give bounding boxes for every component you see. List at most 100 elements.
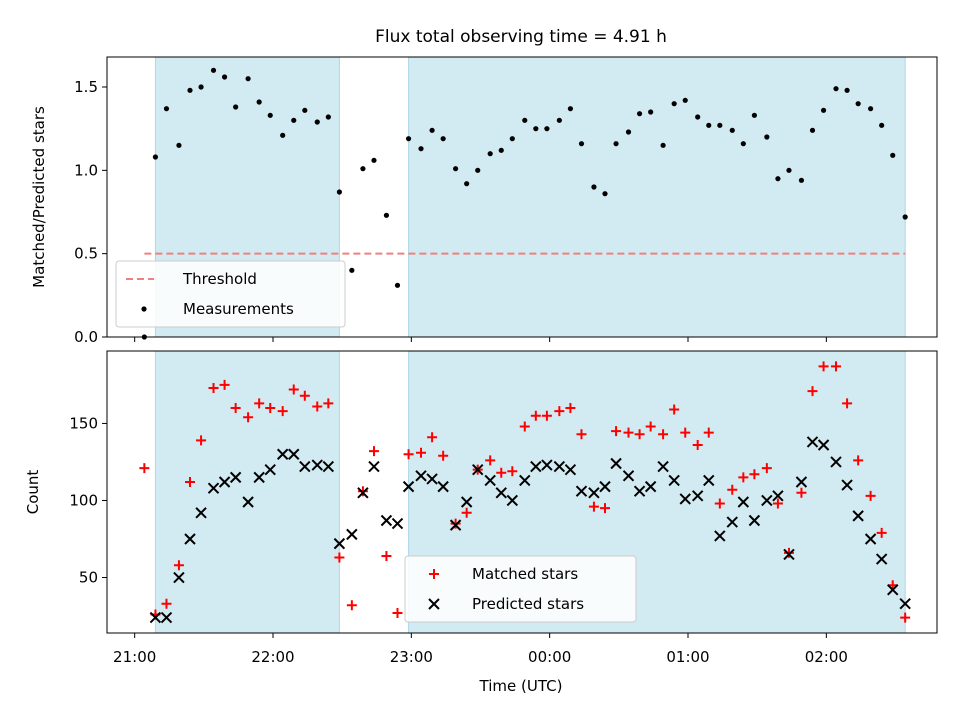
measurement-point [198, 84, 204, 90]
matched-star-point [161, 598, 172, 609]
matched-star-point [738, 472, 749, 483]
legend-frame [115, 260, 346, 328]
predicted-star-point [380, 514, 393, 527]
legend-measurement-swatch [141, 306, 147, 312]
measurement-point [786, 167, 792, 173]
matched-star-point [185, 476, 195, 487]
y-tick-label: 1.0 [74, 161, 98, 179]
predicted-star-point [599, 480, 611, 493]
matched-star-point [772, 498, 783, 509]
predicted-star-point [357, 487, 369, 499]
matched-star-point [853, 455, 864, 466]
count-y-axis-label: Count [24, 470, 42, 515]
predicted-star-point [679, 493, 691, 505]
matched-star-point [299, 390, 310, 401]
matched-star-point [842, 398, 853, 409]
matched-star-point [611, 426, 622, 437]
measurement-point [868, 106, 874, 112]
matched-star-point [761, 463, 772, 474]
matched-star-point [783, 547, 794, 558]
predicted-star-point [184, 533, 196, 545]
measurement-point [291, 117, 297, 123]
predicted-star-point [852, 510, 864, 522]
predicted-star-point [149, 611, 162, 624]
measurement-point [394, 282, 401, 288]
predicted-star-point [519, 474, 531, 487]
y-tick-label: 150 [69, 414, 98, 432]
matched-star-point [438, 450, 449, 461]
matched-star-point [461, 507, 472, 518]
matched-star-point [334, 552, 345, 563]
measurement-point [902, 214, 908, 220]
x-tick-label: 02:00 [805, 648, 848, 666]
measurement-point [405, 136, 412, 142]
x-tick-label: 00:00 [528, 648, 571, 666]
predicted-star-point [633, 485, 646, 497]
measurement-point [567, 106, 574, 112]
matched-star-point [139, 463, 150, 474]
predicted-star-point [806, 436, 819, 448]
measurement-point [544, 126, 550, 132]
measurement-point [764, 134, 770, 140]
predicted-star-point [841, 479, 853, 491]
legend-label: Threshold [182, 270, 257, 288]
measurement-point [682, 97, 688, 103]
measurement-point [578, 141, 585, 147]
measurement-point [498, 147, 504, 153]
measurement-point [740, 141, 746, 147]
matched-star-point [541, 410, 552, 421]
matched-star-point [450, 518, 461, 529]
matched-star-point [368, 446, 379, 457]
measurement-point [522, 117, 528, 123]
measurement-point [509, 136, 515, 142]
measurement-point [245, 76, 251, 82]
matched-star-point [703, 427, 714, 438]
matched-star-point [346, 600, 357, 611]
measurement-point [267, 112, 273, 118]
matched-star-point [796, 487, 807, 498]
measurement-point [302, 107, 308, 113]
y-tick-label: 1.5 [74, 78, 98, 96]
matched-star-point [403, 449, 414, 460]
measurement-point [556, 117, 562, 123]
matched-star-point [392, 607, 403, 618]
measurement-point [879, 122, 885, 128]
measurement-point [751, 112, 758, 118]
measurement-point [487, 151, 493, 157]
predicted-star-point [402, 480, 415, 493]
matched-star-point [427, 432, 438, 443]
predicted-star-point [864, 533, 877, 545]
matched-star-point [807, 386, 818, 397]
predicted-star-point [346, 528, 358, 541]
matched-star-point [818, 361, 829, 372]
matched-star-point [623, 427, 634, 438]
predicted-star-point [588, 487, 600, 499]
predicted-star-point [484, 474, 496, 487]
predicted-star-point [575, 485, 588, 497]
predicted-star-point [242, 496, 254, 508]
matched-star-point [277, 406, 288, 417]
predicted-star-point [495, 487, 507, 499]
matched-star-point [416, 447, 427, 458]
predicted-star-point [887, 584, 899, 596]
matched-star-point [669, 404, 680, 415]
predicted-star-point [299, 460, 311, 473]
y-tick-label: 0.0 [74, 328, 98, 346]
matched-star-point [530, 410, 541, 421]
predicted-star-point [460, 496, 473, 508]
predicted-star-point [426, 473, 438, 485]
predicted-star-point [449, 519, 462, 531]
predicted-star-point [541, 459, 553, 471]
predicted-star-point [368, 460, 380, 473]
matched-star-point [831, 361, 842, 372]
predicted-star-point [530, 460, 542, 473]
predicted-star-point [415, 470, 427, 482]
axes-frame [106, 56, 938, 338]
predicted-star-point [783, 548, 795, 561]
predicted-star-point [726, 516, 738, 528]
predicted-star-point [160, 611, 173, 624]
predicted-star-point [899, 598, 911, 610]
predicted-star-point [644, 480, 657, 493]
predicted-star-point [668, 474, 680, 487]
measurement-point [820, 107, 827, 113]
